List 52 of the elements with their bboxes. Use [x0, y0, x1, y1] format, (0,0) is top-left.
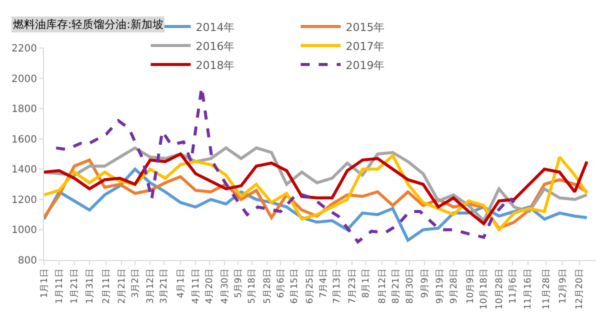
legend-label: 2015年	[346, 20, 385, 34]
x-tick-label: 11月16日	[524, 268, 534, 310]
x-tick-label: 11月28日	[542, 268, 552, 310]
x-tick-label: 11月6日	[508, 268, 519, 304]
x-tick-label: 6月6日	[276, 268, 286, 298]
x-tick-label: 1月1日	[40, 268, 50, 298]
x-tick-label: 4月20日	[205, 268, 216, 304]
y-tick-label: 1200	[12, 194, 37, 206]
x-tick-label: 8月1日	[361, 268, 372, 298]
legend-label: 2018年	[196, 58, 235, 72]
chart-title: 燃料油库存:轻质馏分油:新加坡	[13, 18, 164, 31]
x-tick-label: 4月11日	[192, 268, 202, 304]
x-tick-label: 9月9日	[420, 268, 431, 298]
x-tick-label: 10月18日	[480, 268, 490, 310]
x-tick-label: 6月15日	[290, 268, 300, 304]
y-tick-label: 1000	[12, 225, 37, 236]
x-tick-label: 2月21日	[117, 268, 128, 304]
x-tick-label: 4月30日	[220, 268, 230, 304]
x-tick-label: 7月23日	[348, 268, 358, 304]
legend-label: 2017年	[346, 40, 385, 53]
y-tick-label: 800	[18, 256, 37, 266]
x-tick-label: 2月11日	[102, 268, 112, 304]
x-tick-label: 8月30日	[405, 268, 416, 304]
x-tick-label: 5月9日	[234, 268, 244, 298]
y-tick-label: 1600	[12, 134, 37, 146]
x-tick-label: 3月2日	[130, 268, 141, 298]
x-tick-label: 10月28日	[494, 268, 505, 310]
x-tick-label: 5月28日	[262, 268, 273, 304]
x-tick-label: 3月21日	[160, 268, 170, 304]
x-tick-label: 8月12日	[378, 268, 388, 304]
x-tick-label: 9月19日	[436, 268, 446, 304]
y-tick-label: 2200	[12, 44, 37, 54]
x-tick-label: 3月12日	[146, 268, 156, 304]
x-tick-label: 1月11日	[55, 268, 66, 304]
x-tick-label: 12月9日	[558, 268, 569, 304]
x-tick-label: 7月13日	[332, 268, 343, 304]
x-tick-label: 5月18日	[248, 268, 258, 304]
x-tick-label: 12月20日	[575, 268, 586, 310]
legend-label: 2019年	[346, 58, 385, 72]
legend-label: 2014年	[196, 20, 235, 34]
x-tick-label: 9月28日	[449, 268, 460, 304]
x-tick-label: 1月21日	[70, 268, 80, 304]
legend-label: 2016年	[196, 40, 235, 53]
x-tick-label: 8月21日	[392, 268, 402, 304]
x-tick-label: 7月4日	[318, 268, 329, 298]
x-tick-label: 6月25日	[305, 268, 316, 304]
y-tick-label: 2000	[12, 74, 37, 85]
x-tick-label: 4月1日	[176, 268, 186, 298]
x-tick-label: 1月31日	[85, 268, 96, 304]
x-tick-label: 10月9日	[466, 268, 476, 304]
y-tick-label: 1400	[12, 164, 37, 176]
y-tick-label: 1800	[12, 104, 37, 116]
